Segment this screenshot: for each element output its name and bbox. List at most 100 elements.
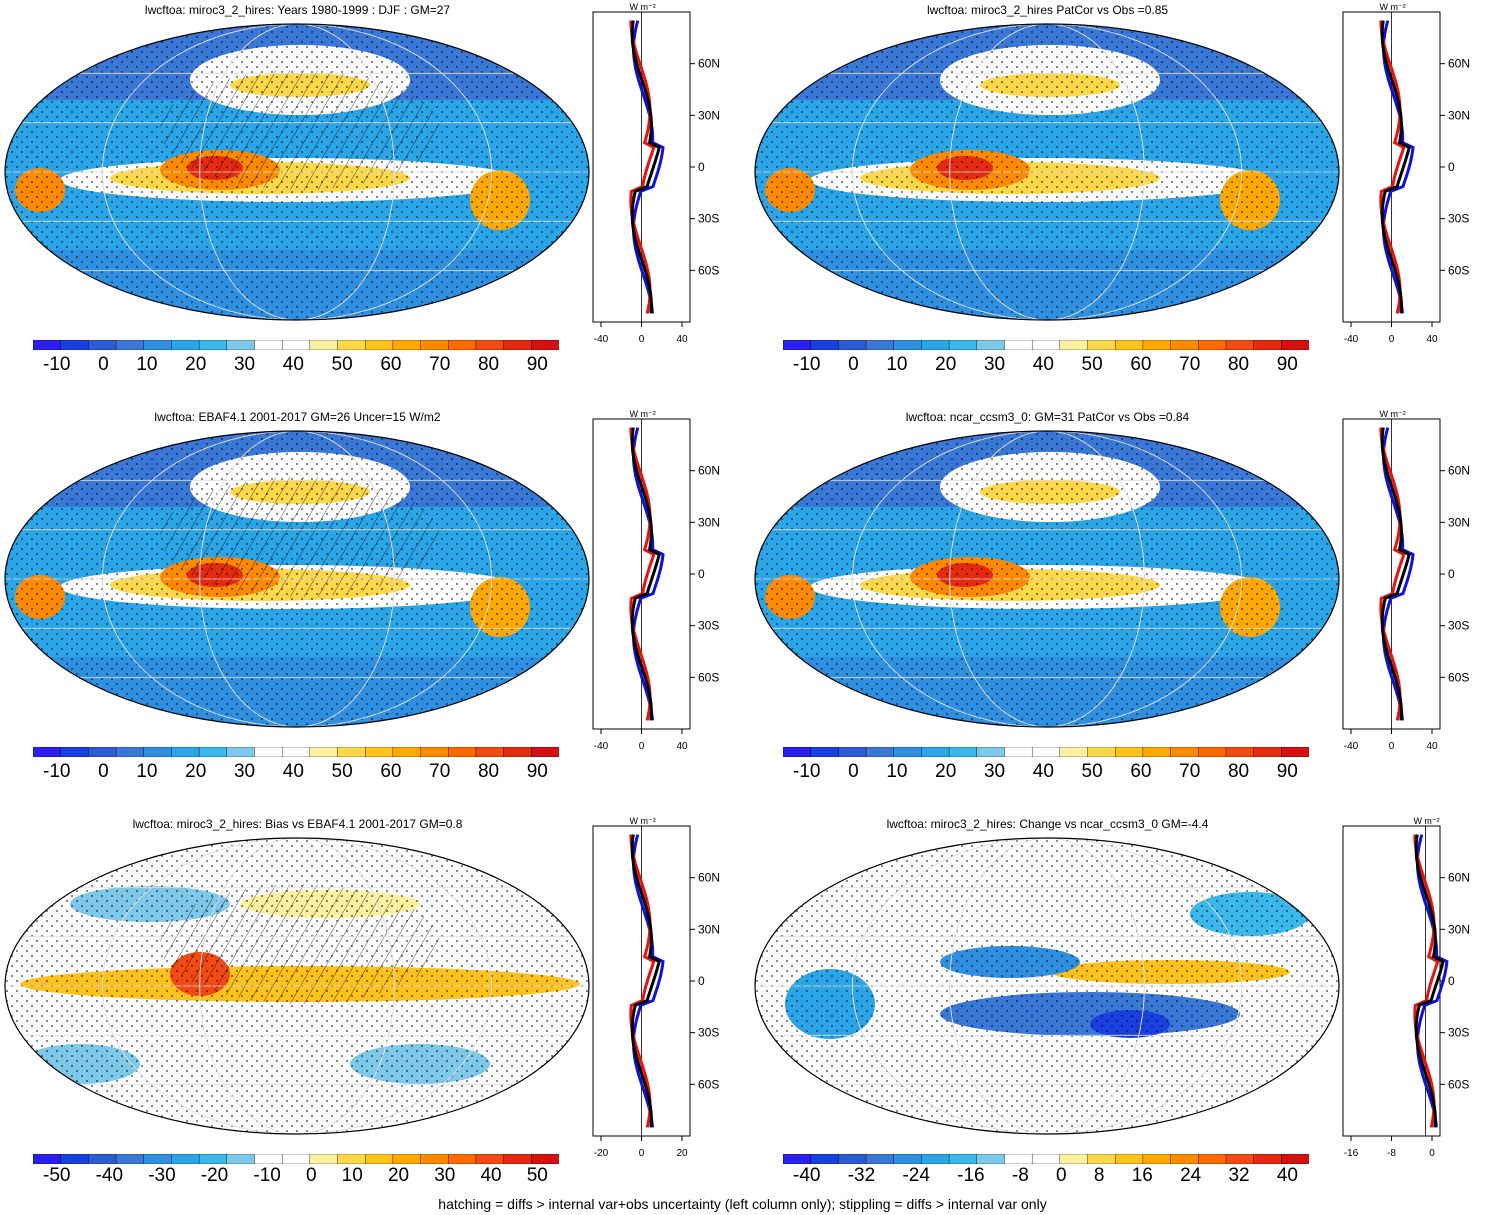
colorbar-swatch (1031, 747, 1061, 757)
colorbar-1 (33, 340, 559, 350)
colorbar-label: 0 (848, 761, 859, 782)
profile-x-tick: -40 (1344, 334, 1359, 345)
colorbar-label: 30 (233, 354, 256, 375)
profile-line-blue (631, 20, 665, 314)
colorbar-label: 10 (136, 354, 158, 375)
profile-line-blue (1381, 427, 1415, 721)
panel-title: lwcftoa: EBAF4.1 2001-2017 GM=26 Uncer=1… (154, 410, 441, 424)
panel-title: lwcftoa: miroc3_2_hires PatCor vs Obs =0… (926, 3, 1169, 17)
profile-unit: W m⁻² (1380, 409, 1406, 419)
colorbar-swatch (1253, 747, 1283, 757)
panel-title: lwcftoa: miroc3_2_hires: Years 1980-1999… (144, 3, 451, 17)
lat-label: 0 (1448, 567, 1455, 581)
lat-label: 30S (1448, 1026, 1469, 1040)
colorbar-swatch (171, 340, 200, 350)
lat-label: 30N (698, 515, 720, 529)
colorbar-swatch (365, 340, 394, 350)
footer-note: hatching = diffs > internal var+obs unce… (438, 1196, 1047, 1212)
colorbar-swatch (420, 340, 449, 350)
zonal-profile-5: 60N 30N 0 30S 60S W m⁻² -20 0 20 (592, 816, 720, 1159)
profile-x-tick: 0 (639, 334, 645, 345)
colorbar-swatch (865, 747, 895, 757)
lat-label: 60N (698, 871, 720, 885)
colorbar-swatch (1253, 1154, 1283, 1164)
colorbar-swatch (365, 1154, 394, 1164)
colorbar-swatch (838, 340, 867, 350)
colorbar-swatch (838, 747, 867, 757)
colorbar-swatch (448, 340, 477, 350)
colorbar-swatch (1087, 340, 1116, 350)
colorbar-label: 0 (98, 354, 109, 375)
profile-line-black (630, 834, 661, 1128)
colorbar-label: 80 (1227, 761, 1250, 782)
profile-x-tick: 20 (676, 1148, 688, 1159)
colorbar-label: 20 (387, 1165, 410, 1186)
colorbar-swatch (503, 1154, 533, 1164)
colorbar-label: 40 (480, 1165, 502, 1186)
colorbar-label: 30 (233, 761, 256, 782)
colorbar-swatch (1142, 1154, 1172, 1164)
colorbar-swatch (810, 747, 840, 757)
colorbar-label: -40 (95, 1165, 124, 1186)
colorbar-label: -10 (253, 1165, 281, 1186)
colorbar-label: -8 (1011, 1165, 1029, 1186)
colorbar-swatch (309, 747, 339, 757)
colorbar-swatch (392, 747, 422, 757)
colorbar-swatch (1059, 1154, 1089, 1164)
colorbar-5 (33, 1154, 559, 1164)
colorbar-swatch (198, 747, 228, 757)
profile-x-tick: 0 (1429, 1148, 1435, 1159)
lat-label: 30N (1448, 922, 1470, 936)
lat-label: 60N (698, 57, 720, 71)
colorbar-label: 40 (282, 761, 304, 782)
colorbar-label: 40 (1032, 761, 1054, 782)
map-panel-6 (754, 837, 1340, 1135)
colorbar-labels-5: -50 -40 -30 -20 -10 0 10 20 30 40 50 (43, 1165, 548, 1187)
profile-unit: W m⁻² (1380, 2, 1406, 12)
colorbar-label: 20 (935, 761, 957, 782)
colorbar-label: 80 (477, 761, 500, 782)
colorbar-swatch (337, 1154, 366, 1164)
profile-axes: 60N 30N 0 30S 60S W m⁻² -16 -8 0 (1342, 816, 1470, 1159)
colorbar-swatch (88, 747, 117, 757)
colorbar-label: 40 (282, 354, 304, 375)
colorbar-swatch (1198, 340, 1227, 350)
colorbar-swatch (226, 747, 256, 757)
colorbar-label: -16 (957, 1165, 985, 1186)
lat-label: 30S (698, 1026, 719, 1040)
colorbar-swatch (810, 1154, 840, 1164)
colorbar-swatch (475, 1154, 505, 1164)
colorbar-swatch (392, 1154, 422, 1164)
colorbar-label: 90 (526, 761, 548, 782)
lat-label: 60S (1448, 1077, 1469, 1091)
profile-x-tick: 0 (639, 1148, 645, 1159)
colorbar-swatch (60, 1154, 90, 1164)
profile-x-tick: -8 (1387, 1148, 1396, 1159)
colorbar-label: 20 (935, 354, 957, 375)
lat-label: 60S (1448, 670, 1469, 684)
colorbar-swatch (420, 747, 449, 757)
profile-line-blue (1416, 834, 1449, 1128)
colorbar-swatch (1004, 747, 1033, 757)
colorbar-4 (783, 747, 1309, 757)
colorbar-swatch (1198, 747, 1227, 757)
colorbar-swatch (1115, 340, 1144, 350)
colorbar-swatch (838, 1154, 867, 1164)
colorbar-label: 70 (429, 761, 451, 782)
colorbar-swatch (1225, 340, 1255, 350)
colorbar-swatch (865, 1154, 895, 1164)
colorbar-label: 90 (1276, 354, 1298, 375)
colorbar-3 (33, 747, 559, 757)
colorbar-labels-4: -10 0 10 20 30 40 50 60 70 80 90 (793, 761, 1298, 783)
colorbar-swatch (143, 747, 173, 757)
colorbar-swatch (254, 340, 283, 350)
colorbar-swatch (1198, 1154, 1227, 1164)
colorbar-swatch (783, 340, 812, 350)
colorbar-label: 90 (526, 354, 548, 375)
colorbar-swatch (337, 340, 366, 350)
colorbar-label: 30 (434, 1165, 456, 1186)
colorbar-labels-6: -40 -32 -24 -16 -8 0 8 16 24 32 40 (793, 1165, 1298, 1187)
lat-label: 0 (1448, 974, 1455, 988)
profile-unit: W m⁻² (1413, 816, 1439, 826)
profile-unit: W m⁻² (630, 816, 656, 826)
